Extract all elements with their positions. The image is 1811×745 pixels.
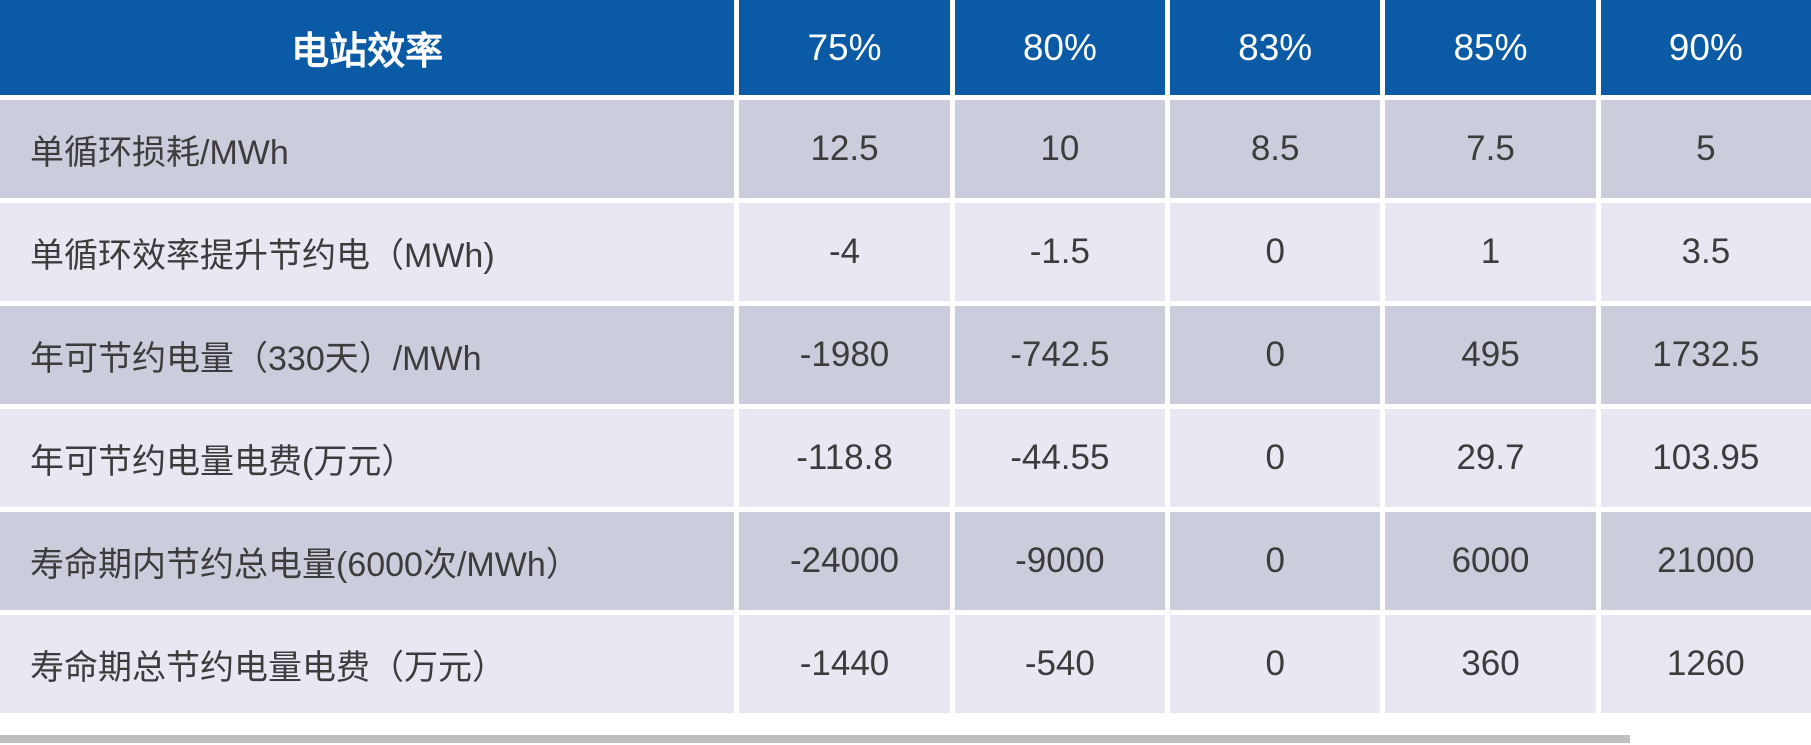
bottom-divider [0,735,1630,743]
table-cell: 0 [1170,512,1381,610]
row-label-lifetime-saving-mwh: 寿命期内节约总电量(6000次/MWh） [0,512,735,610]
table-cell: 5 [1600,100,1811,198]
table-cell: 0 [1170,615,1381,713]
header-col-80: 80% [954,0,1166,95]
table-cell: -1.5 [954,203,1166,301]
row-label-lifetime-saving-fee: 寿命期总节约电量电费（万元） [0,615,735,713]
table-cell: 8.5 [1170,100,1381,198]
table-cell: 0 [1170,306,1381,404]
efficiency-table: 电站效率 75% 80% 83% 85% 90% 单循环损耗/MWh 12.5 … [0,0,1811,713]
table-cell: 360 [1385,615,1596,713]
row-label-annual-saving-fee: 年可节约电量电费(万元） [0,409,735,507]
table-cell: 10 [954,100,1166,198]
header-col-83: 83% [1170,0,1381,95]
header-col-90: 90% [1600,0,1811,95]
row-label-cycle-loss: 单循环损耗/MWh [0,100,735,198]
table-cell: 7.5 [1385,100,1596,198]
header-col-85: 85% [1385,0,1596,95]
table-cell: 29.7 [1385,409,1596,507]
table-cell: -4 [739,203,950,301]
table-cell: -44.55 [954,409,1166,507]
table-cell: -9000 [954,512,1166,610]
table-cell: -1980 [739,306,950,404]
header-corner-cell: 电站效率 [0,0,735,95]
table-cell: 12.5 [739,100,950,198]
row-label-cycle-saving: 单循环效率提升节约电（MWh) [0,203,735,301]
table-cell: 3.5 [1600,203,1811,301]
table-cell: 0 [1170,409,1381,507]
table-cell: 1732.5 [1600,306,1811,404]
table-cell: 6000 [1385,512,1596,610]
table-cell: -118.8 [739,409,950,507]
table-cell: 0 [1170,203,1381,301]
table-cell: 495 [1385,306,1596,404]
table-cell: 1260 [1600,615,1811,713]
header-col-75: 75% [739,0,950,95]
row-label-annual-saving-mwh: 年可节约电量（330天）/MWh [0,306,735,404]
table-cell: 103.95 [1600,409,1811,507]
table-cell: -1440 [739,615,950,713]
table-cell: -24000 [739,512,950,610]
table-cell: 1 [1385,203,1596,301]
table-cell: -742.5 [954,306,1166,404]
table-cell: -540 [954,615,1166,713]
table-cell: 21000 [1600,512,1811,610]
